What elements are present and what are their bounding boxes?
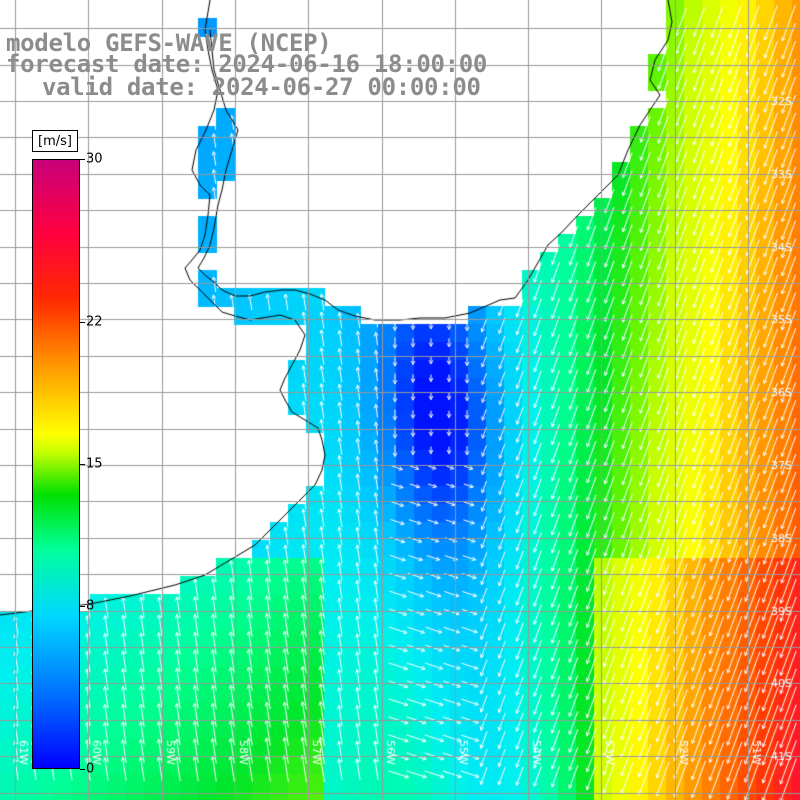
colorbar-tick-mark [80, 606, 85, 608]
colorbar [32, 159, 80, 769]
colorbar-tick-label: 0 [86, 761, 95, 777]
colorbar-tick-label: 15 [86, 456, 103, 472]
forecast-date: forecast date: 2024-06-16 18:00:00 [6, 50, 488, 78]
colorbar-tick-mark [80, 464, 85, 465]
colorbar-tick-label: 8 [86, 598, 95, 614]
colorbar-tick-mark [80, 769, 85, 770]
colorbar-tick-label: 22 [86, 314, 103, 330]
valid-date: valid date: 2024-06-27 00:00:00 [42, 73, 481, 101]
colorbar-tick-label: 30 [86, 151, 103, 167]
model-title: modelo GEFS-WAVE (NCEP) [6, 29, 332, 57]
colorbar-tick-mark [80, 159, 85, 160]
colorbar-unit-label: [m/s] [32, 130, 78, 152]
colorbar-tick-mark [80, 321, 85, 323]
